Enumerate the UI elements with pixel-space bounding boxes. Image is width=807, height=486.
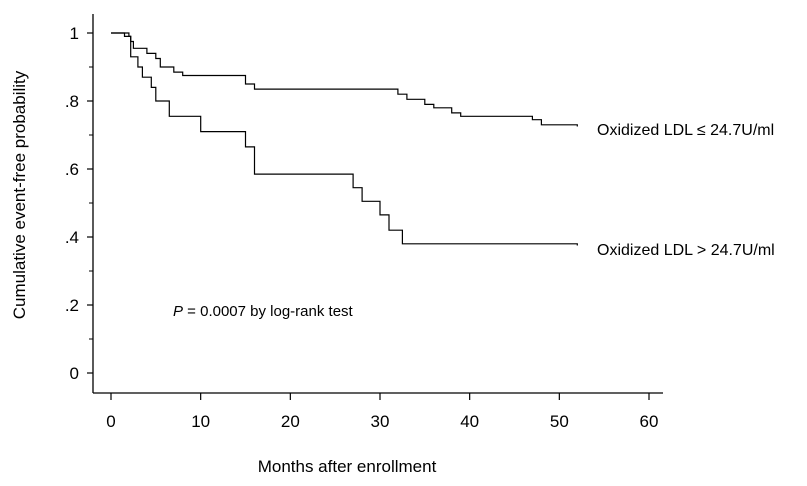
y-tick-label: .8 [65, 92, 79, 111]
survival-curve-series-1 [111, 32, 578, 246]
survival-curve-series-0 [111, 32, 578, 127]
y-axis-title: Cumulative event-free probability [10, 70, 29, 319]
x-tick-label: 60 [640, 412, 659, 431]
y-tick-label: 1 [70, 24, 79, 43]
x-tick-label: 40 [460, 412, 479, 431]
series-layer [111, 32, 578, 246]
y-tick-label: .2 [65, 296, 79, 315]
y-tick-label: 0 [70, 364, 79, 383]
y-tick-label: .4 [65, 228, 79, 247]
x-tick-label: 30 [371, 412, 390, 431]
x-axis-title: Months after enrollment [258, 457, 437, 476]
p-value-italic: P [173, 303, 183, 320]
series-label-low-oxldl: Oxidized LDL ≤ 24.7U/ml [597, 122, 774, 139]
y-tick-label: .6 [65, 160, 79, 179]
x-tick-label: 10 [191, 412, 210, 431]
p-value-annotation: P = 0.0007 by log-rank test [173, 303, 354, 320]
labels-layer: Months after enrollment Cumulative event… [10, 70, 775, 476]
series-label-high-oxldl: Oxidized LDL > 24.7U/ml [597, 242, 775, 259]
x-tick-label: 50 [550, 412, 569, 431]
axes-layer: 0.2.4.6.810 10 20 30 40 50 60 [65, 14, 663, 431]
x-tick-label: 0 [106, 412, 115, 431]
p-value-text: = 0.0007 by log-rank test [183, 303, 354, 320]
x-tick-label: 20 [281, 412, 300, 431]
